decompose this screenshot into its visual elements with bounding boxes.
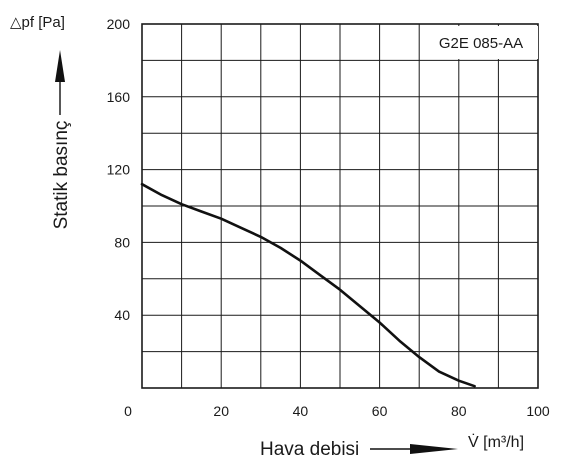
pressure-curve [140, 182, 476, 388]
grid [141, 23, 539, 389]
y-axis-unit: △pf [Pa] [10, 14, 65, 31]
x-axis-arrow-icon [410, 444, 458, 454]
y-axis-label: Statik basınç [51, 121, 72, 230]
x-tick-label: 20 [213, 403, 229, 419]
x-axis-unit: V̇ [m³/h] [468, 433, 524, 451]
y-tick-label: 80 [114, 234, 130, 250]
x-axis-label: Hava debisi [260, 439, 359, 460]
chart-title: G2E 085-AA [439, 35, 523, 52]
x-tick-label: 60 [372, 403, 388, 419]
y-tick-label: 160 [107, 89, 131, 105]
x-tick-label: 40 [293, 403, 309, 419]
title-box [425, 26, 538, 59]
x-tick-label: 100 [526, 403, 550, 419]
y-tick-label: 120 [107, 162, 131, 178]
x-axis-ticks: 0 20 40 60 80 100 [124, 403, 550, 419]
y-tick-label: 40 [114, 307, 130, 323]
plot-frame [141, 23, 539, 389]
y-axis-arrow-icon [55, 50, 65, 82]
y-axis-ticks: 40 80 120 160 200 [107, 16, 131, 323]
y-tick-label: 200 [107, 16, 131, 32]
x-tick-label: 80 [451, 403, 467, 419]
x-tick-label: 0 [124, 403, 132, 419]
